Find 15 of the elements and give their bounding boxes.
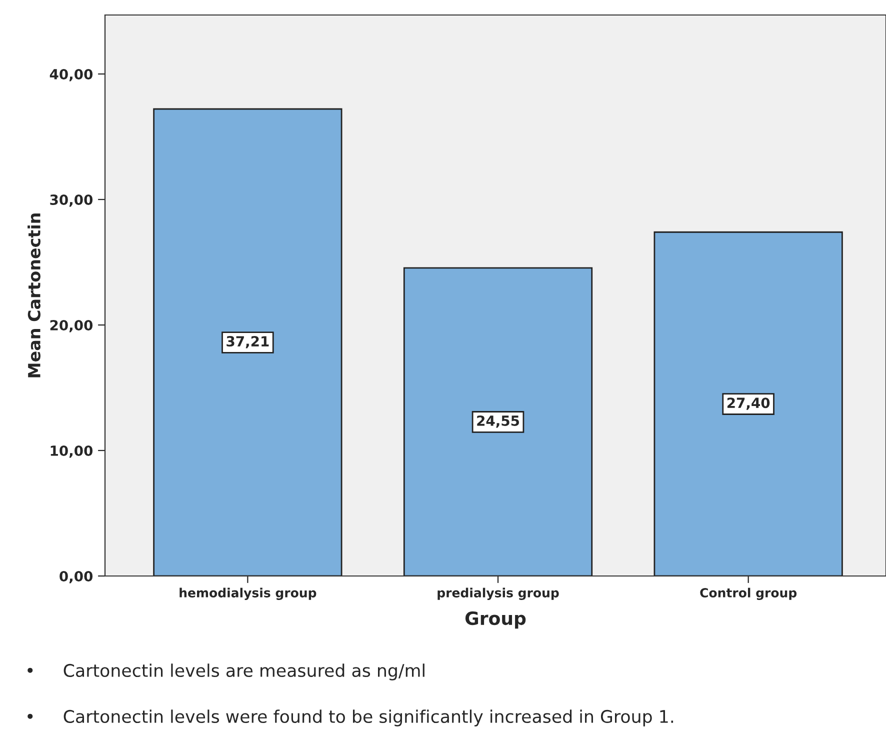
y-tick-label: 20,00 [50, 320, 93, 332]
data-label: 27,40 [727, 398, 770, 410]
data-label: 37,21 [226, 336, 269, 348]
data-label: 24,55 [477, 415, 519, 428]
text: • Cartonectin levels were found to be significantly increased in Group 1. [28, 710, 674, 726]
y-axis-title: Mean Cartonectin [28, 214, 40, 378]
y-tick-label: 0,00 [60, 570, 93, 584]
x-tick-label: predialysis group [438, 588, 559, 600]
y-tick-label: 30,00 [50, 194, 93, 207]
y-tick-label: 40,00 [50, 68, 93, 82]
y-tick-label: 10,00 [50, 445, 93, 458]
text: • Cartonectin levels are measured as ng/ml [28, 664, 424, 680]
x-axis-title: Group [465, 611, 526, 629]
x-tick-label: hemodialysis group [180, 588, 316, 600]
x-tick-label: Control group [700, 588, 797, 600]
